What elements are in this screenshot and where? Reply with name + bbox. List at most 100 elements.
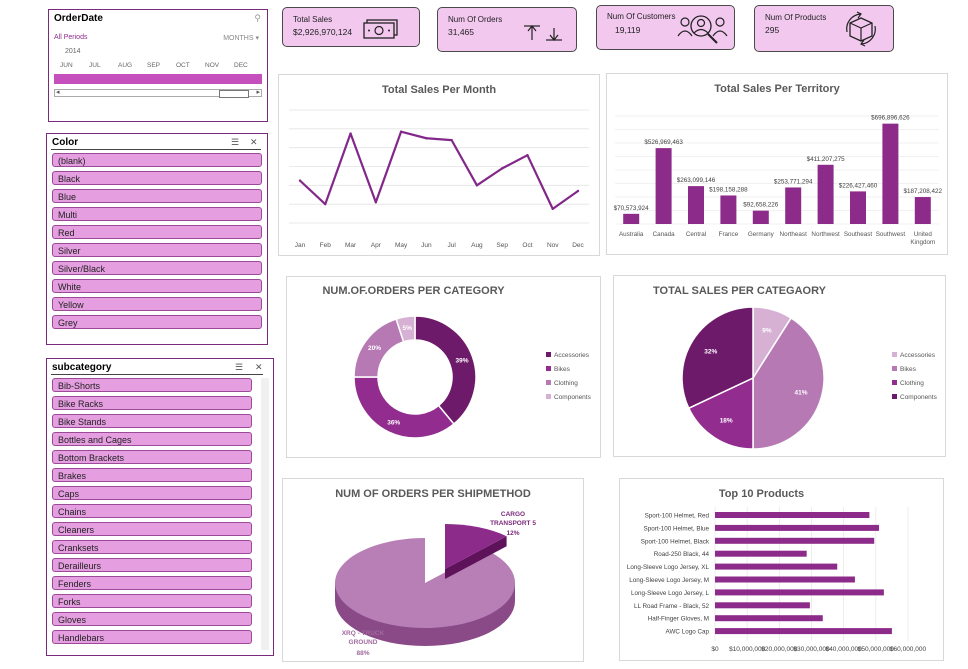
y-tick-label: Long-Sleeve Logo Jersey, M	[629, 577, 709, 584]
x-tick-label: Jul	[447, 242, 456, 249]
slicer-item[interactable]: Gloves	[52, 612, 252, 626]
clear-filter-icon[interactable]: ⚲	[254, 13, 261, 23]
y-tick-label: Sport-100 Helmet, Black	[641, 538, 710, 545]
top-products-chart: Top 10 Products $0 $10,000,000 $20,000,000…	[619, 478, 944, 661]
slicer-item[interactable]: Brakes	[52, 468, 252, 482]
slice-data-label: 18%	[720, 418, 733, 425]
bar-chart-svg: $70,573,924 Australia $526,969,463 Canada $2…	[614, 115, 943, 246]
legend-swatch	[892, 352, 897, 357]
slicer-item[interactable]: Bike Racks	[52, 396, 252, 410]
all-periods-label[interactable]: All Periods	[54, 34, 88, 41]
timeline-scrollbar[interactable]: ◂ ▸	[54, 89, 262, 98]
slicer-item[interactable]: Bottles and Cages	[52, 432, 252, 446]
sales-per-territory-chart: Total Sales Per Territory $70,573,924 Aus…	[606, 73, 948, 255]
slicer-item[interactable]: Cranksets	[52, 540, 252, 554]
legend-swatch	[546, 366, 551, 371]
line-point	[576, 189, 580, 193]
pie-chart-svg: 9% 41% 18% 32% Accessories Bikes Clothing Compo…	[681, 306, 938, 450]
bar-data-label: $263,099,146	[677, 177, 716, 184]
pie-slice	[687, 376, 754, 450]
slice-data-label: 12%	[506, 530, 519, 537]
clear-filter-icon[interactable]: ✕	[250, 137, 258, 147]
subcategory-slicer[interactable]: subcategory ☰ ✕ Bib-Shorts Bike Racks Bike…	[46, 358, 274, 656]
slicer-item[interactable]: Silver/Black	[52, 261, 262, 275]
slicer-scrollbar[interactable]	[261, 378, 269, 650]
slice-category-label: CARGO	[501, 511, 525, 518]
y-tick-label: Long-Sleeve Logo Jersey, L	[631, 590, 709, 597]
slicer-item[interactable]: Multi	[52, 207, 262, 221]
slice-data-label: 88%	[356, 650, 369, 657]
product-bar	[715, 512, 870, 518]
scroll-left-icon[interactable]: ◂	[56, 89, 60, 96]
slicer-item[interactable]: Grey	[52, 315, 262, 329]
legend-label: Clothing	[554, 380, 578, 387]
slicer-item[interactable]: Blue	[52, 189, 262, 203]
x-tick-label: Canada	[653, 231, 676, 238]
territory-bar	[817, 164, 834, 224]
sales-per-category-chart: TOTAL SALES PER CATEGAORY 9% 41% 18% 32% Acc…	[613, 275, 946, 457]
slicer-item[interactable]: Silver	[52, 243, 262, 257]
slicer-item[interactable]: Caps	[52, 486, 252, 500]
product-bar	[715, 537, 875, 544]
color-items: (blank) Black Blue Multi Red Silver Silver/Bla…	[47, 153, 267, 343]
pie3d-chart-svg: CARGO TRANSPORT 5 12% XRQ - TRUCK GROUND 88%	[334, 511, 536, 657]
scroll-thumb[interactable]	[219, 90, 249, 98]
slicer-item[interactable]: Yellow	[52, 297, 262, 311]
slicer-item[interactable]: Red	[52, 225, 262, 239]
slicer-item[interactable]: Bottom Brackets	[52, 450, 252, 464]
pie-slice	[353, 376, 455, 439]
slicer-item[interactable]: Handlebars	[52, 630, 252, 644]
pie-slice	[752, 317, 825, 450]
slicer-item[interactable]: White	[52, 279, 262, 293]
slicer-item[interactable]: Fenders	[52, 576, 252, 590]
money-icon	[363, 19, 398, 39]
donut-chart-svg: 39% 36% 20% 5% Accessories Bikes Clothing Compo…	[353, 315, 592, 439]
slicer-item[interactable]: Chains	[52, 504, 252, 518]
slicer-item[interactable]: Black	[52, 171, 262, 185]
month-label[interactable]: NOV	[205, 62, 220, 69]
slicer-item[interactable]: Bib-Shorts	[52, 378, 252, 392]
order-date-title: OrderDate	[54, 13, 103, 24]
x-tick-label: Germany	[748, 231, 775, 238]
slicer-item[interactable]: Bike Stands	[52, 414, 252, 428]
x-tick-label: May	[395, 242, 408, 249]
month-label[interactable]: SEP	[147, 62, 161, 69]
kpi-label: Num Of Customers	[607, 12, 676, 21]
slicer-item[interactable]: Forks	[52, 594, 252, 608]
multi-select-icon[interactable]: ☰	[235, 362, 244, 372]
legend-swatch	[892, 394, 897, 399]
product-bar	[715, 615, 823, 622]
y-tick-label: Long-Sleeve Logo Jersey, XL	[627, 564, 710, 571]
time-unit-select[interactable]: MONTHS ▾	[223, 35, 259, 42]
x-tick-label: Dec	[572, 242, 584, 249]
x-tick-label: Sep	[496, 242, 508, 249]
territory-bar	[720, 195, 737, 224]
orders-per-category-chart: NUM.OF.ORDERS PER CATEGORY 39% 36% 20% 5% Ac…	[286, 276, 601, 458]
order-date-slicer[interactable]: OrderDate ⚲ All Periods MONTHS ▾ 2014 JU…	[48, 9, 268, 122]
month-label[interactable]: JUN	[60, 62, 73, 69]
bar-data-label: $526,969,463	[644, 139, 683, 146]
x-tick-label: Apr	[371, 242, 382, 249]
slicer-divider	[51, 149, 261, 150]
month-label[interactable]: DEC	[234, 62, 248, 69]
month-label[interactable]: JUL	[89, 62, 101, 69]
legend-label: Components	[554, 394, 592, 401]
color-slicer[interactable]: Color ☰ ✕ (blank) Black Blue Multi Red Silver…	[46, 133, 268, 345]
bar-data-label: $411,207,275	[807, 156, 846, 163]
kpi-value: 19,119	[615, 25, 641, 35]
month-timeline-bar[interactable]	[54, 74, 262, 84]
territory-bar	[850, 191, 866, 224]
scroll-right-icon[interactable]: ▸	[256, 89, 260, 96]
slicer-item[interactable]: Cleaners	[52, 522, 252, 536]
month-label[interactable]: OCT	[176, 62, 190, 69]
line-point	[450, 138, 453, 142]
multi-select-icon[interactable]: ☰	[231, 137, 240, 147]
slice-category-label: XRQ - TRUCK	[342, 630, 385, 637]
chart-title: NUM.OF.ORDERS PER CATEGORY	[322, 285, 505, 297]
slicer-item[interactable]: (blank)	[52, 153, 262, 167]
month-label[interactable]: AUG	[118, 62, 133, 69]
clear-filter-icon[interactable]: ✕	[255, 362, 263, 372]
line-point	[374, 201, 378, 204]
slicer-item[interactable]: Derailleurs	[52, 558, 252, 572]
bar-data-label: $696,896,626	[871, 115, 910, 122]
